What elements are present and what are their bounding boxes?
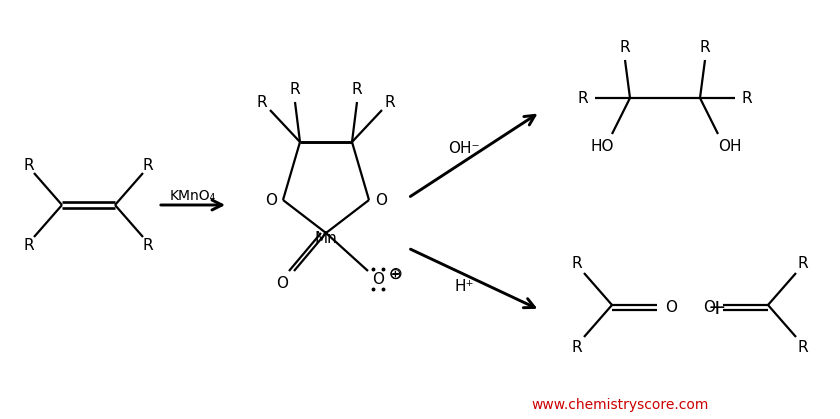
Text: R: R [385, 95, 396, 109]
Text: Mn: Mn [315, 230, 338, 246]
Text: R: R [578, 91, 588, 106]
Text: O: O [703, 300, 715, 315]
Text: +: + [707, 298, 727, 318]
Text: O: O [372, 272, 384, 287]
Text: H⁺: H⁺ [454, 279, 474, 293]
Text: R: R [572, 339, 582, 354]
Text: R: R [257, 95, 267, 109]
Text: O: O [265, 192, 277, 207]
Text: R: R [700, 41, 711, 55]
Text: O: O [276, 276, 288, 290]
Text: KMnO₄: KMnO₄ [170, 189, 216, 203]
Text: R: R [24, 238, 34, 253]
Text: HO: HO [591, 139, 614, 153]
Text: R: R [798, 339, 808, 354]
Text: ⊖: ⊖ [388, 265, 402, 283]
Text: R: R [620, 41, 630, 55]
Text: ⊕: ⊕ [389, 266, 402, 282]
Text: R: R [143, 238, 154, 253]
Text: R: R [742, 91, 753, 106]
Text: R: R [290, 83, 301, 98]
Text: R: R [798, 256, 808, 271]
Text: R: R [143, 158, 154, 173]
Text: R: R [572, 256, 582, 271]
Text: OH: OH [718, 139, 742, 153]
Text: www.chemistryscore.com: www.chemistryscore.com [532, 398, 709, 412]
Text: R: R [24, 158, 34, 173]
Text: R: R [352, 83, 362, 98]
Text: O: O [665, 300, 677, 315]
Text: O: O [375, 192, 387, 207]
Text: OH⁻: OH⁻ [449, 140, 480, 155]
